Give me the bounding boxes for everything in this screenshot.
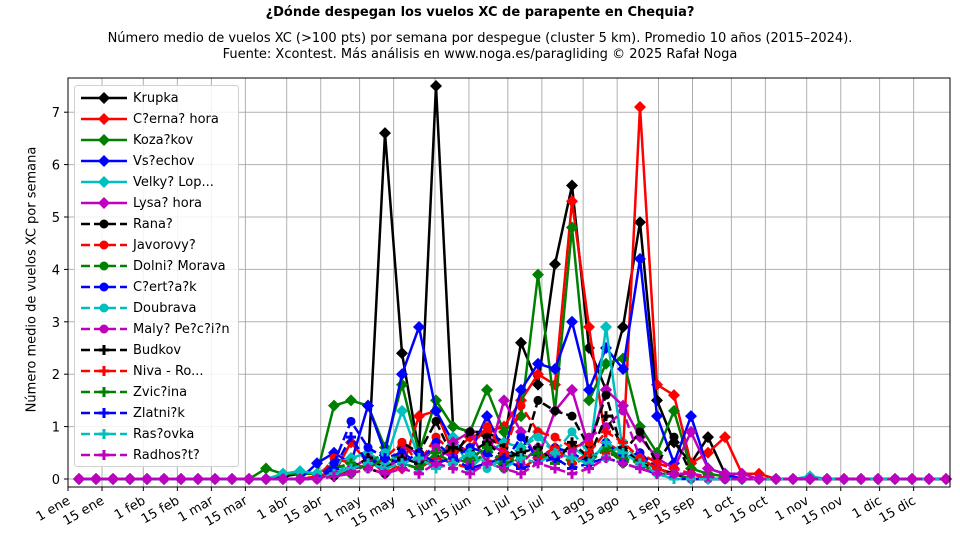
plus-marker-icon xyxy=(81,345,127,355)
legend-label: Javorovy? xyxy=(133,237,196,253)
series-17 xyxy=(74,453,951,484)
diamond-marker-icon xyxy=(81,155,127,167)
diamond-marker-icon xyxy=(81,134,127,146)
legend-item: Zvic?ina xyxy=(79,382,187,402)
legend-item: Velky? Lop... xyxy=(79,172,214,192)
svg-text:15 jun: 15 jun xyxy=(431,493,474,526)
legend-item: Koza?kov xyxy=(79,130,193,150)
circle-marker-icon xyxy=(81,219,127,229)
svg-text:15 jul: 15 jul xyxy=(508,493,547,524)
svg-text:4: 4 xyxy=(52,263,60,278)
chart-subtitle: Número medio de vuelos XC (>100 pts) por… xyxy=(0,31,960,63)
legend-label: C?erna? hora xyxy=(133,111,219,127)
legend-item: Budkov xyxy=(79,340,181,360)
y-axis-ticks: 0 1 2 3 4 5 6 7 xyxy=(52,106,68,488)
legend-label: Lysa? hora xyxy=(133,195,203,211)
legend-label: Maly? Pe?c?i?n xyxy=(133,321,230,337)
svg-text:0: 0 xyxy=(52,473,60,488)
legend-label: Vs?echov xyxy=(133,153,195,169)
plus-marker-icon xyxy=(81,408,127,418)
legend-label: Krupka xyxy=(133,90,179,106)
circle-marker-icon xyxy=(81,324,127,334)
legend-label: Niva - Ro... xyxy=(133,363,204,379)
legend-item: Maly? Pe?c?i?n xyxy=(79,319,230,339)
legend-item: Javorovy? xyxy=(79,235,196,255)
svg-text:1: 1 xyxy=(52,421,60,436)
diamond-marker-icon xyxy=(81,92,127,104)
legend-item: Niva - Ro... xyxy=(79,361,204,381)
subtitle-line-2: Fuente: Xcontest. Más análisis en www.no… xyxy=(222,47,738,62)
svg-text:3: 3 xyxy=(52,316,60,331)
svg-text:15 abr: 15 abr xyxy=(282,493,327,527)
diamond-marker-icon xyxy=(81,197,127,209)
circle-marker-icon xyxy=(81,303,127,313)
legend-label: Zvic?ina xyxy=(133,384,188,400)
svg-text:15 dic: 15 dic xyxy=(877,493,919,526)
legend-label: Doubrava xyxy=(133,300,197,316)
svg-text:15 oct: 15 oct xyxy=(728,493,771,526)
chart-title: ¿Dónde despegan los vuelos XC de parapen… xyxy=(265,5,695,20)
legend-label: Rana? xyxy=(133,216,173,232)
legend-item: Krupka xyxy=(79,88,179,108)
legend-label: Zlatni?k xyxy=(133,405,185,421)
legend-item: Lysa? hora xyxy=(79,193,202,213)
legend-item: C?erna? hora xyxy=(79,109,219,129)
plus-marker-icon xyxy=(81,450,127,460)
svg-text:6: 6 xyxy=(52,159,60,174)
legend-label: Velky? Lop... xyxy=(133,174,214,190)
legend-label: Radhos?t? xyxy=(133,447,200,463)
plot-frame xyxy=(67,77,951,488)
legend-label: Dolni? Morava xyxy=(133,258,226,274)
circle-marker-icon xyxy=(81,240,127,250)
legend-item: Radhos?t? xyxy=(79,445,200,465)
diamond-marker-icon xyxy=(81,176,127,188)
legend-item: Zlatni?k xyxy=(79,403,185,423)
diamond-marker-icon xyxy=(81,113,127,125)
legend-label: C?ert?a?k xyxy=(133,279,197,295)
svg-text:5: 5 xyxy=(52,211,60,226)
legend-item: Dolni? Morava xyxy=(79,256,226,276)
legend-item: Vs?echov xyxy=(79,151,195,171)
legend: Krupka C?erna? hora Koza?kov Vs?echov Velky?… xyxy=(74,85,239,467)
circle-marker-icon xyxy=(81,282,127,292)
legend-label: Budkov xyxy=(133,342,182,358)
series-lines xyxy=(73,80,952,485)
svg-text:1 jul: 1 jul xyxy=(481,493,513,520)
svg-text:15 feb: 15 feb xyxy=(139,493,182,527)
legend-label: Ras?ovka xyxy=(133,426,195,442)
plus-marker-icon xyxy=(81,429,127,439)
svg-text:7: 7 xyxy=(52,106,60,121)
plus-marker-icon xyxy=(81,366,127,376)
subtitle-line-1: Número medio de vuelos XC (>100 pts) por… xyxy=(107,31,853,46)
svg-text:2: 2 xyxy=(52,368,60,383)
legend-label: Koza?kov xyxy=(133,132,194,148)
legend-item: Doubrava xyxy=(79,298,196,318)
legend-item: Ras?ovka xyxy=(79,424,194,444)
circle-marker-icon xyxy=(81,261,127,271)
legend-item: C?ert?a?k xyxy=(79,277,197,297)
plus-marker-icon xyxy=(81,387,127,397)
legend-item: Rana? xyxy=(79,214,173,234)
